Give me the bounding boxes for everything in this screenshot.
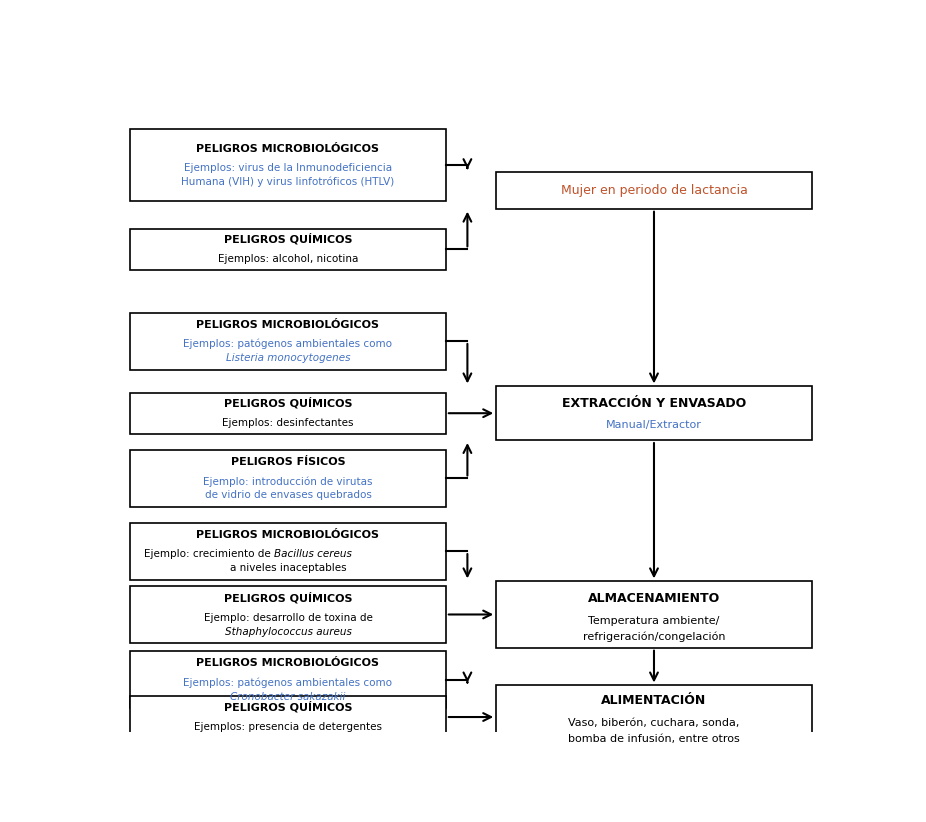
Bar xyxy=(130,696,446,737)
Text: PELIGROS MICROBIOLÓGICOS: PELIGROS MICROBIOLÓGICOS xyxy=(196,320,380,330)
Text: PELIGROS MICROBIOLÓGICOS: PELIGROS MICROBIOLÓGICOS xyxy=(196,658,380,668)
Text: Humana (VIH) y virus linfotróficos (HTLV): Humana (VIH) y virus linfotróficos (HTLV… xyxy=(181,177,394,187)
Bar xyxy=(496,581,812,648)
Text: Temperatura ambiente/: Temperatura ambiente/ xyxy=(588,616,720,626)
Text: Listeria monocytogenes: Listeria monocytogenes xyxy=(226,353,350,363)
Text: de vidrio de envases quebrados: de vidrio de envases quebrados xyxy=(205,491,371,501)
Text: EXTRACCIÓN Y ENVASADO: EXTRACCIÓN Y ENVASADO xyxy=(562,396,746,409)
Text: PELIGROS QUÍMICOS: PELIGROS QUÍMICOS xyxy=(224,593,352,604)
Text: Bacillus cereus: Bacillus cereus xyxy=(274,549,352,559)
Text: PELIGROS QUÍMICOS: PELIGROS QUÍMICOS xyxy=(224,701,352,713)
Text: ALIMENTACIÓN: ALIMENTACIÓN xyxy=(601,694,707,707)
Text: PELIGROS QUÍMICOS: PELIGROS QUÍMICOS xyxy=(224,233,352,245)
Text: bomba de infusión, entre otros: bomba de infusión, entre otros xyxy=(569,734,740,744)
Text: Sthaphylococcus aureus: Sthaphylococcus aureus xyxy=(224,626,352,636)
Bar xyxy=(130,393,446,434)
Text: a niveles inaceptables: a niveles inaceptables xyxy=(230,563,346,573)
Text: Ejemplos: patógenos ambientales como: Ejemplos: patógenos ambientales como xyxy=(183,677,393,688)
Bar xyxy=(496,386,812,440)
Text: Vaso, biberón, cuchara, sonda,: Vaso, biberón, cuchara, sonda, xyxy=(569,718,740,728)
Bar xyxy=(130,312,446,370)
Bar xyxy=(130,523,446,580)
Bar xyxy=(496,172,812,209)
Bar xyxy=(130,229,446,270)
Text: ALMACENAMIENTO: ALMACENAMIENTO xyxy=(588,592,720,604)
Text: PELIGROS MICROBIOLÓGICOS: PELIGROS MICROBIOLÓGICOS xyxy=(196,529,380,540)
Text: Ejemplos: virus de la Inmunodeficiencia: Ejemplos: virus de la Inmunodeficiencia xyxy=(184,164,392,173)
Text: Cronobacter sakazakii: Cronobacter sakazakii xyxy=(231,692,345,702)
Text: PELIGROS MICROBIOLÓGICOS: PELIGROS MICROBIOLÓGICOS xyxy=(196,144,380,154)
Text: PELIGROS QUÍMICOS: PELIGROS QUÍMICOS xyxy=(224,397,352,409)
Text: Ejemplos: alcohol, nicotina: Ejemplos: alcohol, nicotina xyxy=(218,254,358,265)
Bar xyxy=(130,651,446,709)
Bar xyxy=(130,586,446,643)
Text: Manual/Extractor: Manual/Extractor xyxy=(606,419,702,430)
Text: Ejemplos: patógenos ambientales como: Ejemplos: patógenos ambientales como xyxy=(183,339,393,349)
Text: Ejemplos: presencia de detergentes: Ejemplos: presencia de detergentes xyxy=(194,723,382,732)
Text: Ejemplo: crecimiento de: Ejemplo: crecimiento de xyxy=(144,549,274,559)
Text: Ejemplos: desinfectantes: Ejemplos: desinfectantes xyxy=(222,418,354,428)
Bar xyxy=(130,129,446,201)
Text: Ejemplo: introducción de virutas: Ejemplo: introducción de virutas xyxy=(203,476,373,487)
Text: refrigeración/congelación: refrigeración/congelación xyxy=(582,631,725,642)
Text: Mujer en periodo de lactancia: Mujer en periodo de lactancia xyxy=(560,184,747,197)
Text: Ejemplo: desarrollo de toxina de: Ejemplo: desarrollo de toxina de xyxy=(204,612,372,622)
Text: PELIGROS FÍSICOS: PELIGROS FÍSICOS xyxy=(231,457,345,467)
Bar xyxy=(130,450,446,507)
Bar xyxy=(496,686,812,749)
